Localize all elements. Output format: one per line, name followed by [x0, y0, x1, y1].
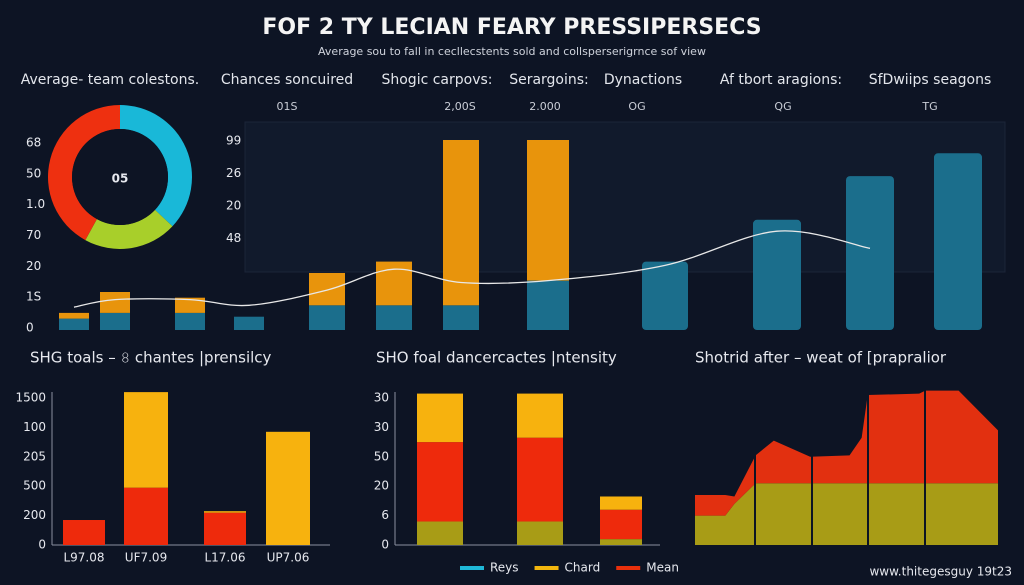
bar-segment [175, 312, 205, 330]
bar-segment [527, 140, 569, 281]
y-tick-label: 26 [226, 166, 241, 180]
bar-segment [376, 261, 412, 306]
bar-segment [266, 431, 310, 545]
page-subtitle: Average sou to fall in cecllecstents sol… [318, 45, 706, 58]
y-tick-label: 1500 [15, 391, 46, 405]
bar-segment [175, 297, 205, 313]
header-label: Average- team colestons. [21, 72, 200, 88]
y-tick-label: 30 [374, 391, 389, 405]
area [695, 483, 998, 545]
y-tick-label: 20 [226, 199, 241, 213]
legend-label: Reys [490, 561, 519, 575]
y-tick-label: 48 [226, 231, 241, 245]
header-label: Chances soncuired [221, 72, 353, 88]
x-tick-label: L97.08 [63, 551, 104, 565]
y-tick-label: 0 [38, 538, 46, 552]
header-label: Serargoins: [509, 72, 589, 88]
header-label: Af tbort aragions: [720, 72, 842, 88]
y-tick-label: 50 [374, 449, 389, 463]
bar-segment [417, 393, 463, 443]
header-value: 01S [277, 100, 298, 113]
y-tick-label: 200 [23, 508, 46, 522]
donut-slice [85, 209, 173, 249]
chart-title: Shotrid after – weat of [prapralior [695, 349, 947, 367]
chart-title: SHG toals – 𝟾 chantes |prensilcy [30, 349, 272, 367]
header-value: QG [774, 100, 791, 113]
bar-segment [600, 509, 642, 540]
header-label: SfDwiips seagons [869, 72, 992, 88]
chart-title: SHO foal dancercactes |ntensity [376, 349, 617, 367]
bar-segment [527, 280, 569, 330]
bar-segment [517, 437, 563, 522]
y-tick-label: 50 [26, 166, 41, 180]
bar-segment [59, 312, 89, 319]
bar-segment [517, 521, 563, 545]
y-tick-label: 1.0 [26, 197, 45, 211]
bar-segment [100, 292, 130, 313]
header-value: 2,00S [444, 100, 475, 113]
page-title: FOF 2 TY LECIAN FEARY PRESSIPERSECS [262, 15, 761, 40]
donut-slice [48, 105, 120, 241]
bar-segment [443, 140, 479, 306]
x-tick-label: L17.06 [204, 551, 245, 565]
bar-segment [417, 521, 463, 545]
y-tick-label: 68 [26, 136, 41, 150]
bar-segment [124, 392, 168, 488]
bar-segment [517, 393, 563, 438]
y-tick-label: 0 [26, 321, 34, 335]
bar-segment [124, 487, 168, 545]
y-tick-label: 0 [381, 538, 389, 552]
bar-segment [63, 520, 105, 545]
bar-segment [642, 261, 688, 330]
y-tick-label: 99 [226, 134, 241, 148]
y-tick-label: 30 [374, 420, 389, 434]
area [695, 390, 998, 516]
bar-segment [376, 305, 412, 330]
header-value: 2.000 [529, 100, 561, 113]
legend-label: Chard [565, 561, 601, 575]
header-label: Dynactions [604, 72, 682, 88]
bar-segment [443, 305, 479, 330]
donut-label: 05 [112, 172, 129, 186]
y-tick-label: 1S [26, 290, 41, 304]
y-tick-label: 500 [23, 479, 46, 493]
y-tick-label: 205 [23, 449, 46, 463]
bar-segment [234, 316, 264, 330]
bar-segment [309, 273, 345, 306]
bar-segment [600, 496, 642, 510]
bar-segment [417, 442, 463, 522]
footer: www.thitegesguy 19t23 [869, 565, 1012, 579]
bar-segment [309, 305, 345, 330]
header-value: TG [921, 100, 937, 113]
y-tick-label: 20 [26, 259, 41, 273]
x-tick-label: UP7.06 [267, 551, 310, 565]
bar-segment [600, 539, 642, 545]
y-tick-label: 20 [374, 479, 389, 493]
bar-segment [59, 318, 89, 330]
donut-slice [120, 105, 192, 227]
header-value: OG [628, 100, 645, 113]
x-tick-label: UF7.09 [125, 551, 167, 565]
bar-segment [204, 512, 246, 545]
bar-segment [100, 312, 130, 330]
legend-label: Mean [646, 561, 679, 575]
trend-line [73, 230, 871, 308]
y-tick-label: 6 [381, 508, 389, 522]
bar-segment [846, 176, 894, 330]
y-tick-label: 70 [26, 228, 41, 242]
header-label: Shogic carpovs: [381, 72, 492, 88]
donut-hole [72, 129, 168, 225]
bar-segment [204, 511, 246, 513]
y-tick-label: 100 [23, 420, 46, 434]
bar-segment [934, 153, 982, 330]
bar-segment [753, 219, 801, 330]
